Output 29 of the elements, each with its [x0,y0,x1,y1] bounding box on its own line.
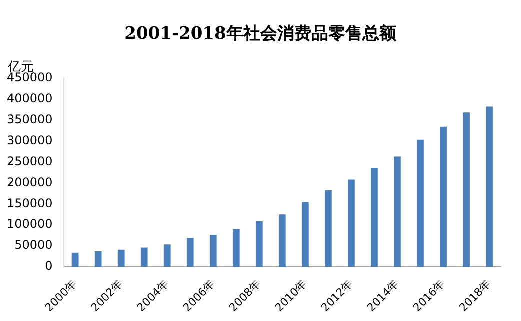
bar [94,252,102,268]
y-tick-label: 150000 [6,196,53,210]
y-tick-label: 350000 [6,112,53,126]
bar [302,202,309,268]
bar [278,214,286,268]
bar [370,168,378,268]
bar [417,140,424,268]
bar [394,156,401,268]
y-tick-label: 0 [45,259,53,274]
chart-title: 2001-2018年社会消费品零售总额 [124,23,398,45]
bar [118,250,125,268]
bar [348,180,355,268]
y-tick-label: 250000 [6,154,53,168]
bar [463,112,470,268]
bar [186,238,194,268]
bar [140,248,148,268]
bar [324,190,332,268]
bar [232,229,240,268]
bar [486,106,493,268]
y-tick-label: 300000 [6,133,53,148]
bar [440,126,447,268]
bar [72,252,79,268]
y-tick-label: 100000 [6,217,53,232]
bar [164,244,171,268]
bar [210,234,217,268]
bar [256,222,263,268]
y-tick-label: 50000 [14,238,53,252]
y-tick-label: 400000 [6,91,53,106]
y-tick-label: 200000 [6,175,53,190]
